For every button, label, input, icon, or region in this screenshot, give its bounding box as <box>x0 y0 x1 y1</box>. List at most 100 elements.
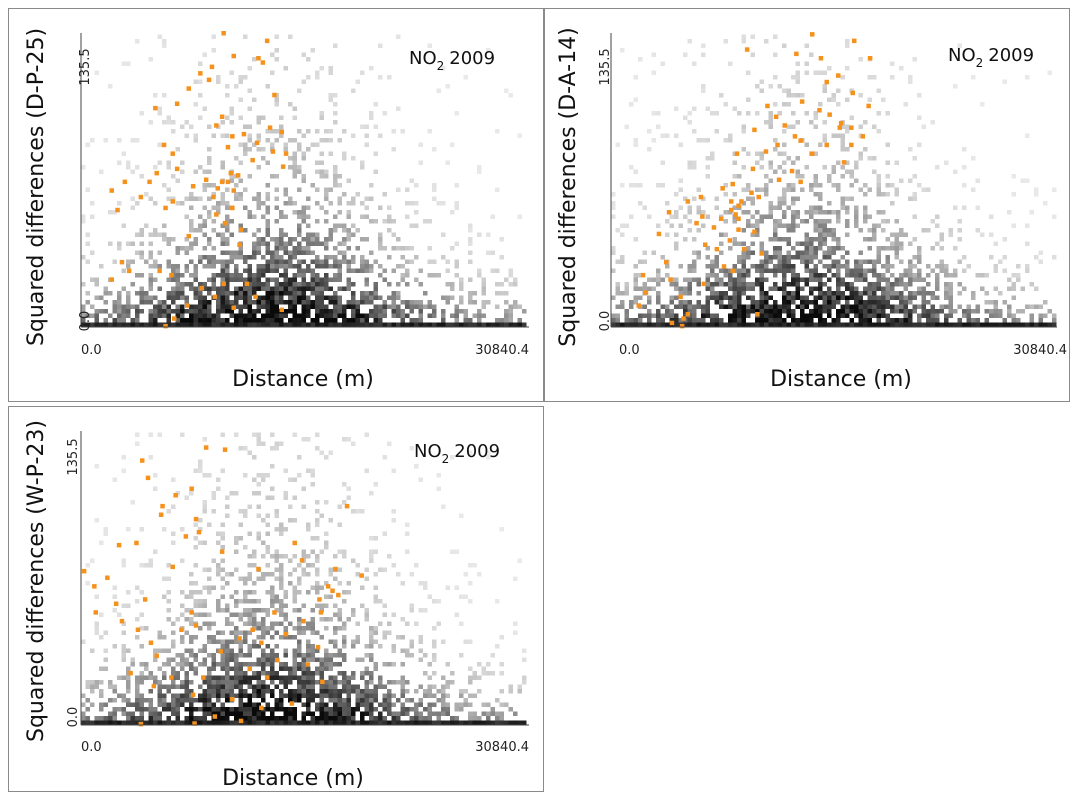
cloud-cell <box>225 572 230 577</box>
cloud-cell <box>121 711 126 716</box>
cloud-cell <box>279 214 284 219</box>
cloud-baseline-cell <box>288 322 293 327</box>
cloud-cell <box>301 675 306 680</box>
cloud-cell <box>283 277 288 282</box>
cloud-cell <box>1007 304 1012 309</box>
cloud-cell <box>499 318 504 323</box>
cloud-cell <box>297 630 302 635</box>
cloud-cell <box>229 684 234 689</box>
cloud-cell <box>894 219 899 224</box>
cloud-cell <box>112 300 117 305</box>
cloud-cell <box>642 282 647 287</box>
cloud-cell <box>849 282 854 287</box>
cloud-cell <box>166 277 171 282</box>
cloud-cell <box>342 639 347 644</box>
cloud-cell <box>750 264 755 269</box>
cloud-cell <box>836 187 841 192</box>
cloud-cell <box>867 318 872 323</box>
cloud-cell <box>301 291 306 296</box>
cloud-cell <box>193 716 198 721</box>
highlight-point <box>264 38 270 44</box>
cloud-cell <box>373 707 378 712</box>
cloud-cell <box>495 129 500 134</box>
cloud-cell <box>741 291 746 296</box>
cloud-cell <box>768 309 773 314</box>
cloud-baseline-cell <box>112 720 117 725</box>
cloud-cell <box>225 309 230 314</box>
cloud-cell <box>238 684 243 689</box>
cloud-cell <box>876 178 881 183</box>
cloud-cell <box>732 282 737 287</box>
cloud-baseline-cell <box>656 322 661 327</box>
cloud-cell <box>917 259 922 264</box>
cloud-cell <box>908 277 913 282</box>
cloud-cell <box>261 295 266 300</box>
cloud-cell <box>225 295 230 300</box>
cloud-cell <box>755 277 760 282</box>
cloud-cell <box>256 205 261 210</box>
cloud-cell <box>265 138 270 143</box>
cloud-cell <box>211 192 216 197</box>
cloud-cell <box>319 241 324 246</box>
cloud-cell <box>840 201 845 206</box>
cloud-cell <box>225 214 230 219</box>
cloud-cell <box>261 477 266 482</box>
cloud-cell <box>468 599 473 604</box>
cloud-cell <box>310 318 315 323</box>
cloud-cell <box>935 264 940 269</box>
cloud-cell <box>759 259 764 264</box>
cloud-cell <box>184 300 189 305</box>
highlight-point <box>228 170 234 176</box>
cloud-cell <box>342 599 347 604</box>
cloud-cell <box>400 689 405 694</box>
cloud-cell <box>876 129 881 134</box>
cloud-cell <box>139 698 144 703</box>
cloud-cell <box>355 309 360 314</box>
cloud-cell <box>315 318 320 323</box>
cloud-cell <box>414 711 419 716</box>
cloud-cell <box>225 684 230 689</box>
cloud-cell <box>890 75 895 80</box>
cloud-cell <box>261 621 266 626</box>
highlight-point <box>776 177 782 182</box>
cloud-baseline-cell <box>400 720 405 725</box>
cloud-cell <box>795 286 800 291</box>
cloud-cell <box>890 246 895 251</box>
cloud-baseline-cell <box>409 322 414 327</box>
cloud-cell <box>256 675 261 680</box>
cloud-cell <box>184 246 189 251</box>
cloud-baseline-cell <box>876 322 881 327</box>
cloud-cell <box>81 639 86 644</box>
cloud-cell <box>261 689 266 694</box>
cloud-cell <box>459 621 464 626</box>
cloud-cell <box>468 237 473 242</box>
cloud-cell <box>513 304 518 309</box>
cloud-cell <box>669 295 674 300</box>
cloud-baseline-cell <box>499 720 504 725</box>
cloud-cell <box>247 590 252 595</box>
cloud-cell <box>342 644 347 649</box>
cloud-baseline-cell <box>81 720 86 725</box>
cloud-baseline-cell <box>324 322 329 327</box>
cloud-cell <box>256 702 261 707</box>
cloud-cell <box>234 273 239 278</box>
cloud-cell <box>885 295 890 300</box>
cloud-cell <box>863 219 868 224</box>
cloud-cell <box>953 309 958 314</box>
cloud-cell <box>346 237 351 242</box>
cloud-cell <box>827 232 832 237</box>
cloud-cell <box>369 639 374 644</box>
cloud-cell <box>171 264 176 269</box>
cloud-cell <box>768 84 773 89</box>
cloud-cell <box>840 291 845 296</box>
cloud-cell <box>382 707 387 712</box>
cloud-cell <box>391 716 396 721</box>
cloud-cell <box>728 304 733 309</box>
cloud-cell <box>463 313 468 318</box>
cloud-cell <box>804 318 809 323</box>
cloud-cell <box>189 590 194 595</box>
cloud-cell <box>328 93 333 98</box>
cloud-cell <box>899 277 904 282</box>
cloud-baseline-cell <box>436 720 441 725</box>
cloud-cell <box>279 255 284 260</box>
